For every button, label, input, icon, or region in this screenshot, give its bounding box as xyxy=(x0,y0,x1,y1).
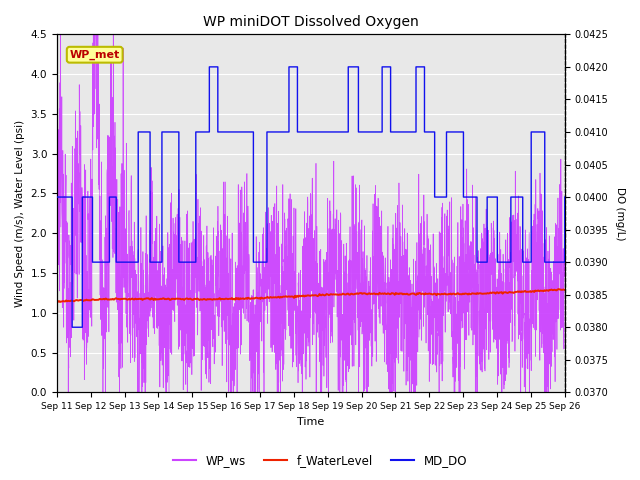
Legend: WP_ws, f_WaterLevel, MD_DO: WP_ws, f_WaterLevel, MD_DO xyxy=(168,449,472,472)
Y-axis label: Wind Speed (m/s), Water Level (psi): Wind Speed (m/s), Water Level (psi) xyxy=(15,120,25,307)
X-axis label: Time: Time xyxy=(297,417,324,427)
Y-axis label: DO (mg/L): DO (mg/L) xyxy=(615,187,625,240)
Text: WP_met: WP_met xyxy=(70,49,120,60)
Title: WP miniDOT Dissolved Oxygen: WP miniDOT Dissolved Oxygen xyxy=(203,15,419,29)
